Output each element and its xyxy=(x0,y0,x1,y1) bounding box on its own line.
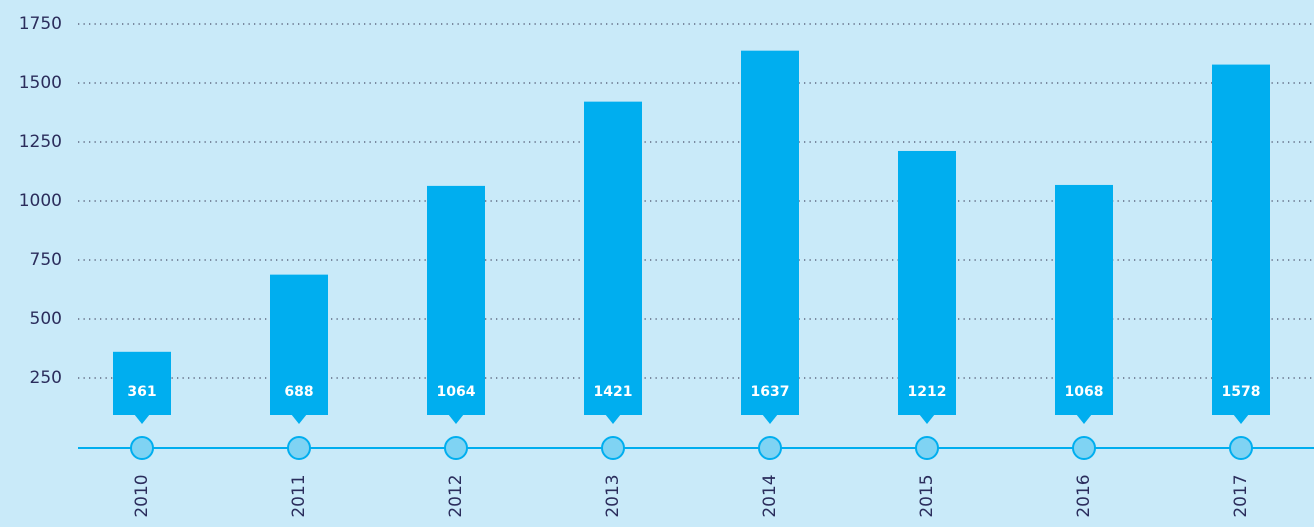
bar xyxy=(898,150,956,415)
y-tick-label: 500 xyxy=(30,309,62,329)
value-label: 1578 xyxy=(1222,384,1261,400)
bar xyxy=(1212,64,1270,415)
y-tick-label: 1750 xyxy=(19,14,62,34)
label-pointer xyxy=(134,414,150,424)
label-pointer xyxy=(919,414,935,424)
x-tick-label: 2014 xyxy=(760,474,780,517)
label-pointer xyxy=(1076,414,1092,424)
timeline-dot xyxy=(601,436,625,460)
timeline-dot xyxy=(130,436,154,460)
x-tick-label: 2016 xyxy=(1074,474,1094,517)
bar xyxy=(1055,184,1113,415)
x-tick-label: 2013 xyxy=(603,474,623,517)
y-tick-label: 750 xyxy=(30,250,62,270)
label-pointer xyxy=(448,414,464,424)
label-pointer xyxy=(605,414,621,424)
timeline-dot xyxy=(758,436,782,460)
x-tick-label: 2011 xyxy=(289,474,309,517)
timeline-dot xyxy=(444,436,468,460)
value-label: 1068 xyxy=(1065,384,1104,400)
value-label: 1212 xyxy=(908,384,947,400)
x-tick-label: 2012 xyxy=(446,474,466,517)
label-pointer xyxy=(1233,414,1249,424)
value-label: 1637 xyxy=(751,384,790,400)
y-tick-label: 1250 xyxy=(19,132,62,152)
timeline-dot xyxy=(1072,436,1096,460)
label-pointer xyxy=(762,414,778,424)
timeline-dot xyxy=(1229,436,1253,460)
timeline-dot xyxy=(287,436,311,460)
value-label: 1421 xyxy=(594,384,633,400)
y-tick-label: 250 xyxy=(30,368,62,388)
x-tick-label: 2010 xyxy=(132,474,152,517)
y-tick-label: 1000 xyxy=(19,191,62,211)
label-pointer xyxy=(291,414,307,424)
x-tick-label: 2015 xyxy=(917,474,937,517)
bar xyxy=(427,185,485,415)
value-label: 688 xyxy=(284,384,313,400)
x-tick-label: 2017 xyxy=(1231,474,1251,517)
timeline-dot xyxy=(915,436,939,460)
value-label: 1064 xyxy=(437,384,476,400)
bar xyxy=(741,50,799,415)
bar xyxy=(113,351,171,415)
bar xyxy=(270,274,328,415)
y-tick-label: 1500 xyxy=(19,73,62,93)
bar xyxy=(584,101,642,416)
value-label: 361 xyxy=(127,384,156,400)
